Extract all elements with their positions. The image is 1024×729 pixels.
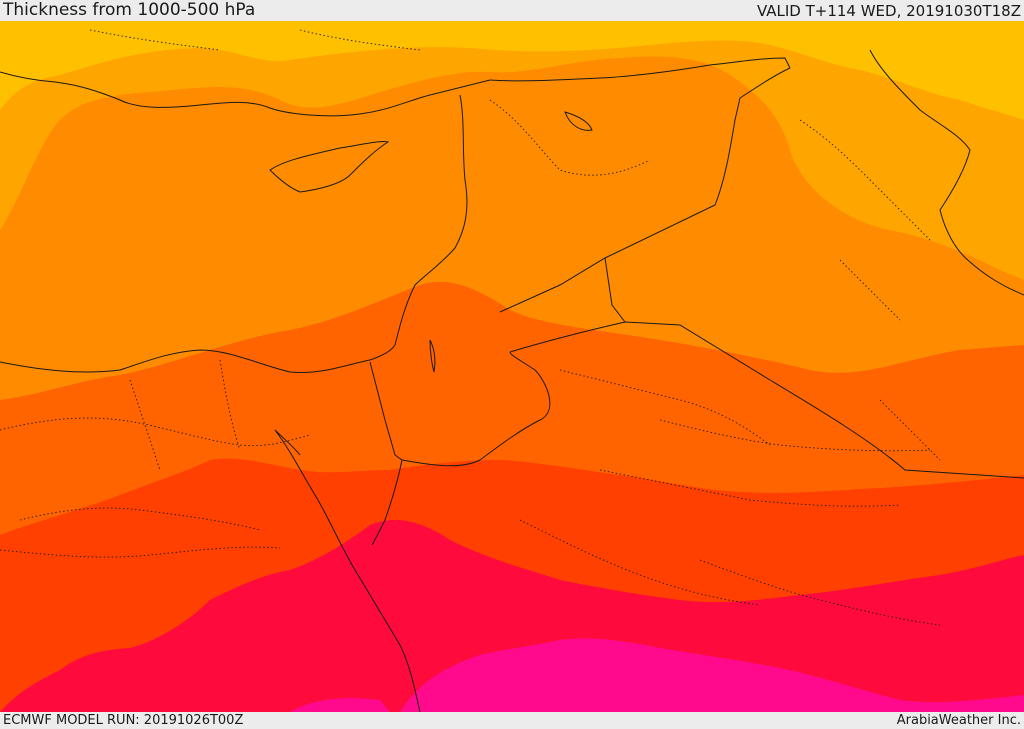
band-magenta (400, 638, 1024, 712)
thickness-map (0, 21, 1024, 712)
levant-coast (394, 94, 468, 346)
map-title: Thickness from 1000-500 hPa (3, 0, 256, 20)
iran-iraq-border (869, 49, 1024, 296)
syria-iraq-border (499, 67, 791, 313)
iraq-arabia-border (509, 321, 1024, 479)
nile-delta-coast (0, 344, 396, 374)
jordan-iraq-border (604, 257, 626, 323)
borders (0, 49, 1024, 712)
map-canvas (0, 21, 1024, 712)
turkey-syria-border (489, 57, 791, 82)
footer-bar: ECMWF MODEL RUN: 20191026T00Z ArabiaWeat… (0, 712, 1024, 729)
band-magenta-west (290, 698, 390, 712)
cyprus-outline (269, 141, 390, 193)
valid-time: VALID T+114 WED, 20191030T18Z (756, 2, 1021, 20)
red-sea-west-coast (274, 429, 421, 712)
lake-tharthar (564, 111, 593, 131)
coastline-north (0, 71, 491, 117)
dead-sea (429, 339, 436, 373)
model-run: ECMWF MODEL RUN: 20191026T00Z (3, 713, 244, 728)
band-red (0, 520, 1024, 712)
credit: ArabiaWeather Inc. (896, 713, 1021, 728)
jordan-arabia-border (401, 351, 551, 467)
egypt-israel-border (369, 361, 403, 461)
gulf-aqaba (371, 459, 403, 546)
header-bar: Thickness from 1000-500 hPa VALID T+114 … (0, 0, 1024, 21)
province-boundaries (0, 29, 941, 626)
sinai-suez (274, 429, 301, 456)
